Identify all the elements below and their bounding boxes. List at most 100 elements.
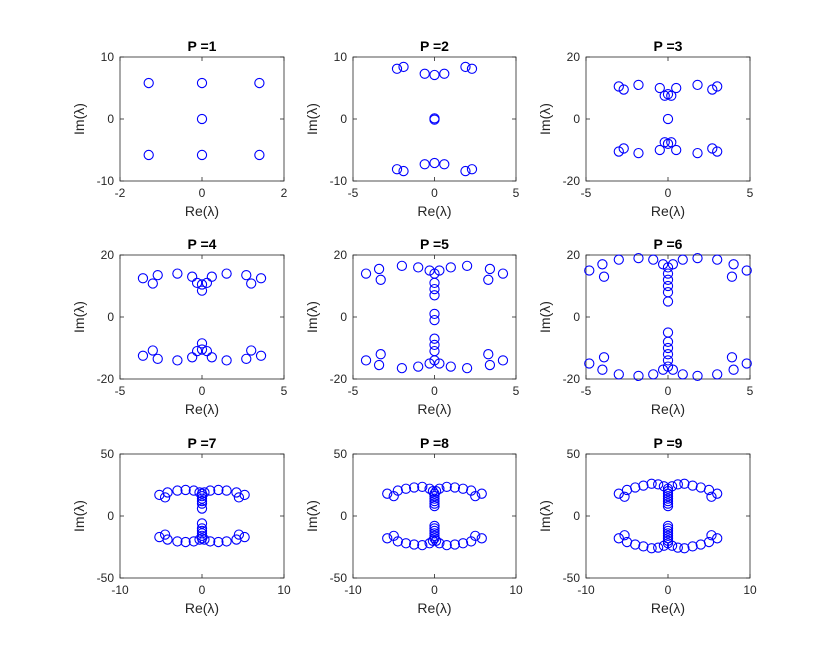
data-point	[484, 263, 496, 275]
x-tick-label: -5	[581, 186, 592, 200]
data-point	[408, 482, 420, 493]
data-point	[659, 90, 670, 101]
y-tick-label: 0	[107, 112, 114, 126]
data-point	[429, 500, 440, 512]
axes-box	[119, 56, 285, 182]
y-axis-label: Im(λ)	[537, 500, 553, 532]
data-point	[239, 489, 250, 501]
data-point	[692, 252, 703, 264]
data-point	[449, 539, 461, 550]
y-tick-label: 50	[567, 447, 581, 461]
data-point	[449, 482, 461, 493]
data-point	[466, 164, 478, 175]
data-point	[630, 539, 641, 550]
subplot-title: P =7	[188, 435, 217, 451]
subplot-title: P =8	[420, 435, 449, 451]
x-tick-label: -5	[115, 384, 126, 398]
data-point	[159, 492, 171, 503]
data-point	[662, 296, 674, 307]
data-point	[180, 484, 191, 496]
data-point	[392, 536, 403, 547]
data-point	[427, 486, 439, 497]
data-point	[254, 77, 265, 89]
x-tick-label: -5	[348, 384, 359, 398]
data-point	[429, 308, 440, 320]
y-tick-label: -20	[563, 174, 581, 188]
data-point	[162, 487, 173, 498]
data-point	[255, 273, 267, 284]
x-tick-label: 5	[747, 384, 754, 398]
data-point	[196, 495, 208, 507]
data-point	[666, 137, 677, 148]
data-point	[662, 327, 674, 338]
data-point	[196, 285, 208, 296]
data-point	[172, 485, 183, 496]
data-point	[194, 534, 205, 545]
data-point	[712, 254, 723, 265]
data-point	[671, 144, 682, 156]
x-tick-label: 0	[199, 186, 206, 200]
data-point	[662, 336, 674, 347]
data-point	[396, 362, 408, 374]
data-point	[201, 345, 213, 357]
y-tick-label: -50	[330, 571, 348, 585]
data-point	[497, 355, 509, 366]
data-point	[445, 262, 456, 273]
data-point	[196, 503, 208, 514]
data-point	[375, 274, 386, 285]
data-point	[233, 529, 245, 540]
x-axis-label: Re(λ)	[651, 203, 685, 219]
data-point	[457, 538, 469, 549]
data-point	[429, 498, 440, 509]
data-point	[666, 540, 678, 551]
data-point	[597, 259, 608, 270]
data-point	[205, 485, 216, 496]
data-point	[429, 283, 440, 295]
data-point	[137, 350, 149, 361]
data-point	[196, 518, 208, 529]
x-tick-label: 0	[665, 583, 672, 597]
y-tick-label: 0	[340, 509, 347, 523]
data-point	[382, 533, 393, 544]
data-point	[137, 273, 149, 284]
data-point	[470, 491, 481, 502]
data-point	[143, 77, 154, 89]
data-point	[196, 344, 208, 355]
data-point	[439, 159, 450, 170]
data-point	[662, 530, 674, 541]
data-point	[654, 82, 665, 94]
data-point	[221, 485, 232, 496]
data-point	[476, 533, 487, 544]
y-tick-label: 0	[107, 509, 114, 523]
data-point	[466, 63, 478, 74]
x-tick-label: 10	[277, 583, 291, 597]
y-tick-label: 10	[101, 50, 115, 64]
x-tick-label: -5	[581, 384, 592, 398]
data-point	[196, 498, 208, 509]
y-tick-label: 50	[334, 447, 348, 461]
data-point	[726, 271, 738, 282]
data-point	[646, 478, 657, 489]
data-point	[162, 534, 173, 545]
data-point	[429, 491, 440, 502]
data-point	[662, 287, 674, 298]
data-point	[429, 345, 440, 357]
y-tick-label: -10	[330, 174, 348, 188]
data-point	[692, 370, 703, 382]
data-point	[382, 488, 393, 499]
subplot-9: -10 0 10 -50 0 50 P =9 Re(λ) Im(λ)	[537, 435, 757, 616]
x-tick-label: 10	[743, 583, 757, 597]
data-point	[152, 269, 163, 281]
data-point	[630, 482, 641, 493]
data-point	[196, 338, 208, 349]
data-point	[434, 538, 445, 549]
data-point	[677, 254, 688, 265]
data-point	[662, 349, 674, 360]
data-point	[187, 271, 198, 282]
data-point	[429, 525, 440, 537]
data-point	[597, 364, 608, 375]
data-point	[172, 268, 183, 279]
data-point	[667, 259, 679, 270]
y-axis-label: Im(λ)	[71, 301, 87, 333]
data-point	[205, 536, 216, 547]
